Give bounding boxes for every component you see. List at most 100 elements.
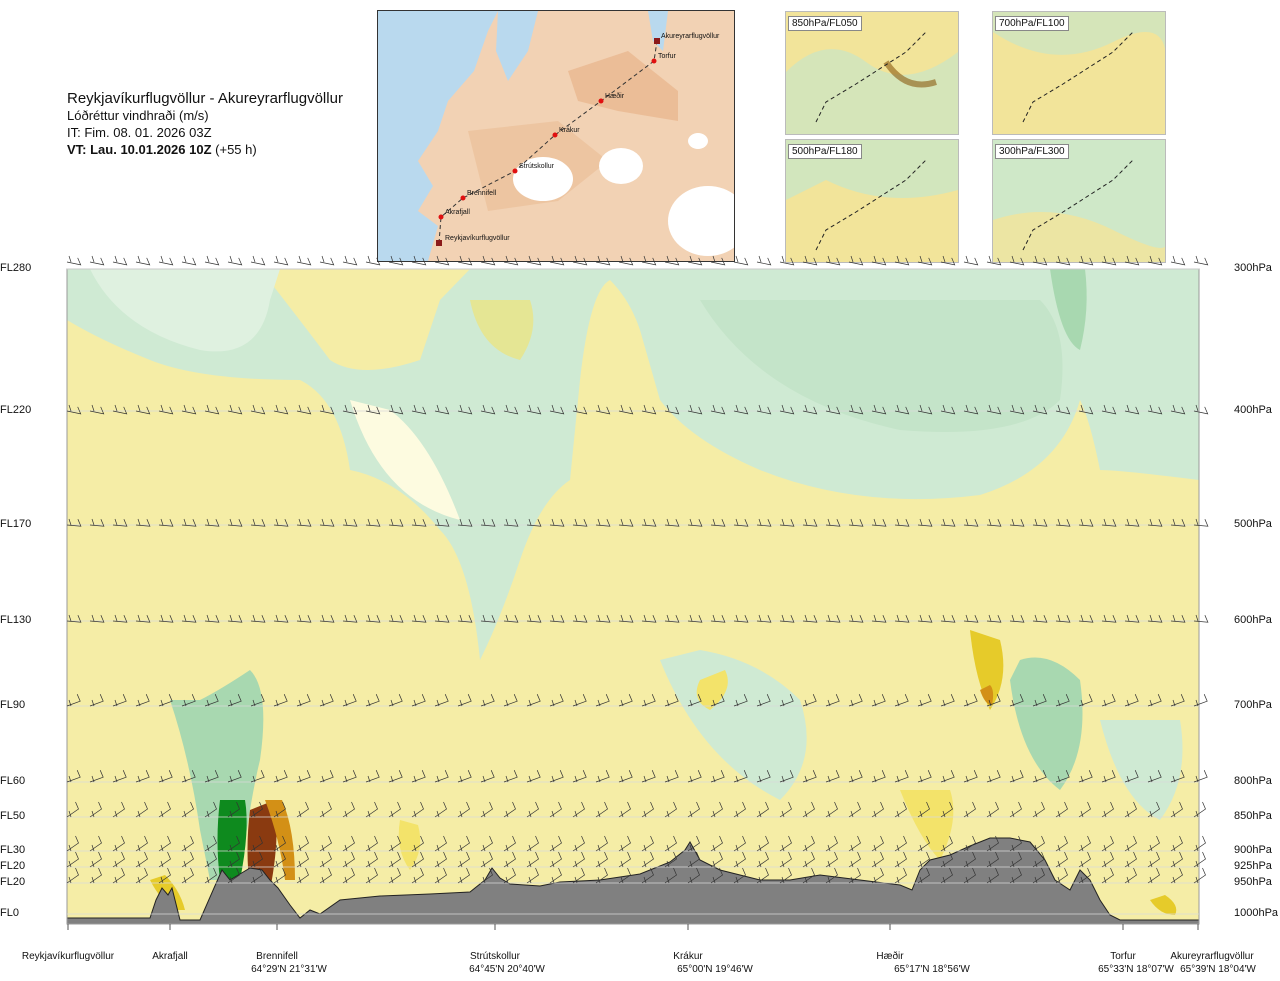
wind-barb [503, 404, 519, 415]
field-light-up-mid [350, 400, 460, 520]
wind-barb [710, 614, 726, 623]
terrain-profile [66, 837, 1200, 925]
thumbnail-700-label: 700hPa/FL100 [995, 16, 1069, 31]
wind-barb [802, 867, 815, 884]
wind-barb [549, 614, 565, 623]
wind-barb [1055, 614, 1071, 623]
wind-barb [1078, 835, 1091, 852]
glacier-3 [668, 186, 734, 256]
wind-barb [687, 851, 700, 868]
wind-barb [1032, 518, 1048, 527]
thumbnail-700[interactable]: 700hPa/FL100 [992, 11, 1166, 135]
wind-barb [204, 518, 220, 527]
wind-barb [940, 770, 955, 783]
wind-barb [1193, 694, 1208, 707]
wind-barb [572, 801, 585, 818]
wind-barb [66, 518, 82, 527]
wind-barb [457, 255, 473, 266]
wind-barb [1147, 801, 1160, 818]
wind-barb [1170, 867, 1183, 884]
wind-barb [457, 694, 472, 707]
wind-barb [181, 694, 196, 707]
wind-barb [894, 835, 907, 852]
location-name: Brennifell [256, 951, 298, 962]
wind-barb [1170, 404, 1186, 415]
route-line [438, 40, 658, 244]
wind-barb [894, 851, 907, 868]
wind-barb [434, 518, 450, 527]
wind-barb [480, 867, 493, 884]
wind-barb [779, 694, 794, 707]
wind-barb [526, 404, 542, 415]
pressure-level-label: 1000hPa [1234, 907, 1279, 919]
wind-barb [273, 614, 289, 623]
wind-barb [135, 404, 151, 415]
wind-barb [825, 404, 841, 415]
wind-barb [917, 801, 930, 818]
wind-barb [411, 851, 424, 868]
wind-barb [1193, 851, 1206, 868]
location-name: Reykjavíkurflugvöllur [21, 951, 115, 962]
wind-barb [1055, 255, 1071, 266]
field-down-core-upper [1050, 269, 1087, 350]
wind-barb [1147, 518, 1163, 527]
wind-barb [710, 801, 723, 818]
wind-barb [480, 801, 493, 818]
wind-barb [848, 867, 861, 884]
wind-barb [572, 835, 585, 852]
wind-barb [871, 614, 887, 623]
wind-barb [158, 694, 173, 707]
wind-barb [687, 835, 700, 852]
wind-barb [1147, 255, 1163, 266]
wind-barb [89, 614, 105, 623]
wind-barb [66, 835, 79, 852]
wind-barb [641, 835, 654, 852]
flight-level-label: FL60 [0, 775, 26, 787]
wind-barb [227, 801, 240, 818]
thumbnail-850[interactable]: 850hPa/FL050 [785, 11, 959, 135]
wind-barb [687, 255, 703, 266]
wind-barb [917, 518, 933, 527]
pressure-level-label: 925hPa [1234, 860, 1272, 872]
wind-barb [1078, 404, 1094, 415]
wind-barb [595, 614, 611, 623]
wind-barb [89, 801, 102, 818]
wind-barb [1101, 614, 1117, 623]
wind-barb [411, 801, 424, 818]
wind-barb [756, 614, 772, 623]
wind-barb [1032, 770, 1047, 783]
wind-barb [181, 614, 197, 623]
field-strong-down-brennifell [217, 800, 247, 880]
wind-barb [227, 851, 240, 868]
wind-barb [733, 518, 749, 527]
wind-barb [802, 694, 817, 707]
wind-barb [595, 255, 611, 266]
thumbnail-500[interactable]: 500hPa/FL180 [785, 139, 959, 263]
wind-barb [1124, 835, 1137, 852]
thumbnail-300[interactable]: 300hPa/FL300 [992, 139, 1166, 263]
route-map-svg: Akureyrarflugvöllur Torfur Hæðir Krákur Strú… [378, 11, 734, 261]
wind-barb [342, 801, 355, 818]
wind-barb [917, 255, 933, 266]
wind-barb [756, 801, 769, 818]
wind-barb [66, 801, 79, 818]
wind-barb [1078, 770, 1093, 783]
wind-barb [756, 835, 769, 852]
wind-barb [1078, 801, 1091, 818]
wind-barb [204, 255, 220, 266]
wind-barb [963, 835, 976, 852]
wind-barb [1009, 867, 1022, 884]
wind-barb [204, 404, 220, 415]
wind-barb [503, 694, 518, 707]
wind-barb [1124, 404, 1140, 415]
wind-barb [1170, 694, 1185, 707]
wind-barb [365, 801, 378, 818]
wind-barb [825, 770, 840, 783]
wind-barb [503, 851, 516, 868]
wind-barb [618, 770, 633, 783]
route-point-marker [460, 195, 466, 201]
wind-barb [641, 851, 654, 868]
wind-barb [963, 404, 979, 415]
pressure-level-label: 850hPa [1234, 810, 1272, 822]
wind-barb [986, 614, 1002, 623]
